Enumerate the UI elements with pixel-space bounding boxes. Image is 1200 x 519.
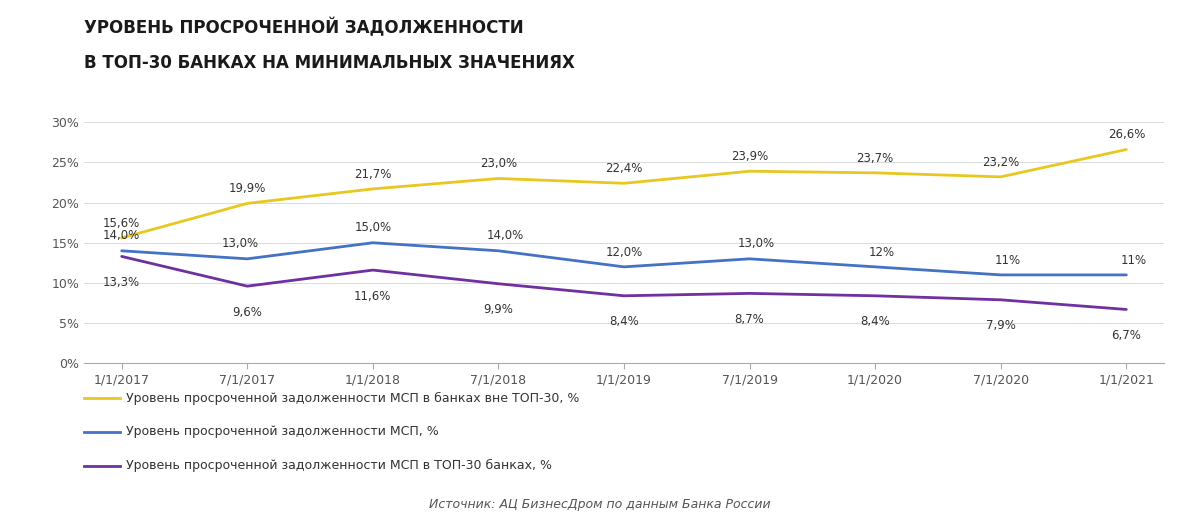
Text: 11%: 11% xyxy=(995,254,1021,267)
Уровень просроченной задолженности МСП в ТОП-30 банках, % xyxy=(366,267,380,273)
Уровень просроченной задолженности МСП в ТОП-30 банках, % xyxy=(491,281,505,287)
Уровень просроченной задолженности МСП в ТОП-30 банках, % xyxy=(868,293,882,299)
Уровень просроченной задолженности МСП, % xyxy=(743,256,757,262)
Уровень просроченной задолженности МСП, % xyxy=(240,256,254,262)
Text: 26,6%: 26,6% xyxy=(1108,128,1145,141)
Line: Уровень просроченной задолженности МСП в банках вне ТОП-30, %: Уровень просроченной задолженности МСП в… xyxy=(121,149,1127,238)
Text: 14,0%: 14,0% xyxy=(103,229,140,242)
Text: Уровень просроченной задолженности МСП в банках вне ТОП-30, %: Уровень просроченной задолженности МСП в… xyxy=(126,391,580,405)
Уровень просроченной задолженности МСП, % xyxy=(868,264,882,270)
Уровень просроченной задолженности МСП в банках вне ТОП-30, % xyxy=(114,235,128,241)
Уровень просроченной задолженности МСП в ТОП-30 банках, % xyxy=(743,290,757,296)
Уровень просроченной задолженности МСП, % xyxy=(1120,272,1134,278)
Уровень просроченной задолженности МСП в банках вне ТОП-30, % xyxy=(491,175,505,182)
Text: 13,0%: 13,0% xyxy=(222,238,259,251)
Text: 9,9%: 9,9% xyxy=(484,303,514,316)
Text: 7,9%: 7,9% xyxy=(986,319,1015,332)
Text: 21,7%: 21,7% xyxy=(354,168,391,181)
Text: 11,6%: 11,6% xyxy=(354,290,391,303)
Text: 15,6%: 15,6% xyxy=(103,216,140,229)
Text: 23,0%: 23,0% xyxy=(480,157,517,170)
Text: 8,4%: 8,4% xyxy=(610,315,638,328)
Line: Уровень просроченной задолженности МСП, %: Уровень просроченной задолженности МСП, … xyxy=(121,243,1127,275)
Text: 9,6%: 9,6% xyxy=(233,306,262,319)
Text: В ТОП-30 БАНКАХ НА МИНИМАЛЬНЫХ ЗНАЧЕНИЯХ: В ТОП-30 БАНКАХ НА МИНИМАЛЬНЫХ ЗНАЧЕНИЯХ xyxy=(84,54,575,73)
Text: 14,0%: 14,0% xyxy=(487,229,524,242)
Text: 23,9%: 23,9% xyxy=(731,150,768,163)
Text: 13,0%: 13,0% xyxy=(738,238,775,251)
Text: 8,4%: 8,4% xyxy=(860,315,890,328)
Уровень просроченной задолженности МСП в банках вне ТОП-30, % xyxy=(617,180,631,186)
Text: 12,0%: 12,0% xyxy=(605,245,643,258)
Уровень просроченной задолженности МСП в ТОП-30 банках, % xyxy=(114,253,128,260)
Text: 22,4%: 22,4% xyxy=(605,162,643,175)
Уровень просроченной задолженности МСП в банках вне ТОП-30, % xyxy=(240,200,254,207)
Text: УРОВЕНЬ ПРОСРОЧЕННОЙ ЗАДОЛЖЕННОСТИ: УРОВЕНЬ ПРОСРОЧЕННОЙ ЗАДОЛЖЕННОСТИ xyxy=(84,18,523,37)
Уровень просроченной задолженности МСП в банках вне ТОП-30, % xyxy=(868,170,882,176)
Text: 12%: 12% xyxy=(869,245,895,258)
Text: 13,3%: 13,3% xyxy=(103,276,140,289)
Text: 6,7%: 6,7% xyxy=(1111,329,1141,342)
Text: 19,9%: 19,9% xyxy=(228,182,266,195)
Уровень просроченной задолженности МСП, % xyxy=(994,272,1008,278)
Text: 11%: 11% xyxy=(1121,254,1146,267)
Text: 15,0%: 15,0% xyxy=(354,222,391,235)
Уровень просроченной задолженности МСП, % xyxy=(114,248,128,254)
Уровень просроченной задолженности МСП, % xyxy=(366,240,380,246)
Уровень просроченной задолженности МСП в ТОП-30 банках, % xyxy=(1120,306,1134,312)
Text: 23,7%: 23,7% xyxy=(857,152,894,165)
Уровень просроченной задолженности МСП в банках вне ТОП-30, % xyxy=(1120,146,1134,153)
Уровень просроченной задолженности МСП в банках вне ТОП-30, % xyxy=(994,174,1008,180)
Line: Уровень просроченной задолженности МСП в ТОП-30 банках, %: Уровень просроченной задолженности МСП в… xyxy=(121,256,1127,309)
Уровень просроченной задолженности МСП, % xyxy=(617,264,631,270)
Text: Уровень просроченной задолженности МСП в ТОП-30 банках, %: Уровень просроченной задолженности МСП в… xyxy=(126,459,552,472)
Text: Уровень просроченной задолженности МСП, %: Уровень просроченной задолженности МСП, … xyxy=(126,425,439,439)
Уровень просроченной задолженности МСП, % xyxy=(491,248,505,254)
Уровень просроченной задолженности МСП в ТОП-30 банках, % xyxy=(240,283,254,289)
Text: 8,7%: 8,7% xyxy=(734,313,764,326)
Уровень просроченной задолженности МСП в банках вне ТОП-30, % xyxy=(366,186,380,192)
Уровень просроченной задолженности МСП в ТОП-30 банках, % xyxy=(617,293,631,299)
Уровень просроченной задолженности МСП в банках вне ТОП-30, % xyxy=(743,168,757,174)
Text: Источник: АЦ БизнесДром по данным Банка России: Источник: АЦ БизнесДром по данным Банка … xyxy=(430,498,770,511)
Text: 23,2%: 23,2% xyxy=(982,156,1019,169)
Уровень просроченной задолженности МСП в ТОП-30 банках, % xyxy=(994,297,1008,303)
